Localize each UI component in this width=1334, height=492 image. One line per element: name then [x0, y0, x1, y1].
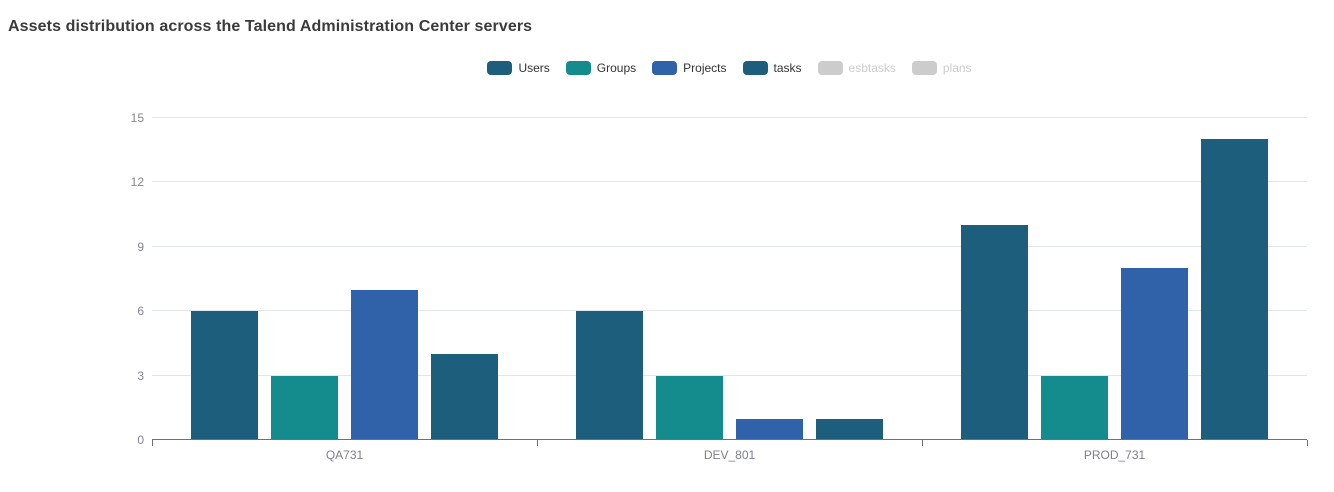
legend-swatch-icon — [487, 61, 513, 75]
plot-area: 0 3 6 9 12 15 QA731 DEV_801 PROD_731 — [131, 111, 1308, 462]
legend-item-groups[interactable]: Groups — [565, 61, 637, 75]
bar-users-qa731[interactable] — [191, 311, 258, 440]
legend-item-label: tasks — [773, 61, 802, 75]
y-axis-tick-label: 15 — [130, 111, 144, 125]
legend-item-projects[interactable]: Projects — [652, 61, 727, 75]
x-axis-tick-mark — [1307, 440, 1308, 446]
x-axis-category-label: PROD_731 — [1083, 448, 1146, 462]
legend-item-label: esbtasks — [848, 61, 896, 75]
gridline-y-9 — [152, 245, 1307, 247]
x-axis-line — [152, 439, 1307, 440]
legend-swatch-icon — [742, 61, 768, 75]
legend-item-label: plans — [942, 61, 972, 75]
bar-projects-qa731[interactable] — [351, 289, 418, 440]
category-group-dev_801 — [537, 118, 922, 440]
legend-swatch-icon — [565, 61, 591, 75]
legend-item-label: Groups — [596, 61, 637, 75]
bar-groups-dev_801[interactable] — [656, 375, 723, 440]
y-axis-tick-label: 6 — [137, 304, 144, 319]
legend-item-label: Users — [518, 61, 550, 75]
gridline-y-3 — [152, 374, 1307, 376]
y-axis-tick-label: 3 — [137, 368, 144, 383]
chart-title: Assets distribution across the Talend Ad… — [8, 18, 533, 35]
legend-swatch-icon — [652, 61, 678, 75]
category-group-prod_731 — [922, 118, 1307, 440]
legend-item-plans[interactable]: plans — [911, 61, 972, 75]
bar-groups — [152, 118, 1307, 440]
bar-projects-dev_801[interactable] — [736, 418, 803, 440]
x-axis-tick-mark — [537, 440, 538, 446]
gridline-y-12 — [152, 181, 1307, 183]
legend-swatch-icon — [911, 61, 937, 75]
bar-tasks-prod_731[interactable] — [1201, 139, 1268, 440]
x-axis-tick-mark — [922, 440, 923, 446]
legend-item-label: Projects — [683, 61, 727, 75]
x-axis-tick-mark — [152, 440, 153, 446]
category-group-qa731 — [152, 118, 537, 440]
legend-item-users[interactable]: Users — [487, 61, 550, 75]
legend: Users Groups Projects tasks esbtasks plans — [152, 60, 1307, 76]
bar-groups-prod_731[interactable] — [1041, 375, 1108, 440]
y-axis-tick-label: 9 — [137, 239, 144, 254]
bar-users-prod_731[interactable] — [961, 225, 1028, 440]
legend-item-esbtasks[interactable]: esbtasks — [817, 61, 896, 75]
gridline-y-15 — [152, 117, 1307, 118]
bar-tasks-qa731[interactable] — [431, 354, 498, 440]
legend-swatch-icon — [817, 61, 843, 75]
x-axis-category-label: DEV_801 — [703, 448, 756, 462]
bar-projects-prod_731[interactable] — [1121, 268, 1188, 440]
y-axis-tick-label: 12 — [130, 175, 144, 190]
y-axis-tick-label: 0 — [137, 433, 144, 447]
x-axis-category-label: QA731 — [325, 448, 364, 462]
bar-groups-qa731[interactable] — [271, 375, 338, 440]
gridline-y-6 — [152, 310, 1307, 312]
bar-tasks-dev_801[interactable] — [816, 418, 883, 440]
bar-users-dev_801[interactable] — [576, 311, 643, 440]
legend-item-tasks[interactable]: tasks — [742, 61, 802, 75]
